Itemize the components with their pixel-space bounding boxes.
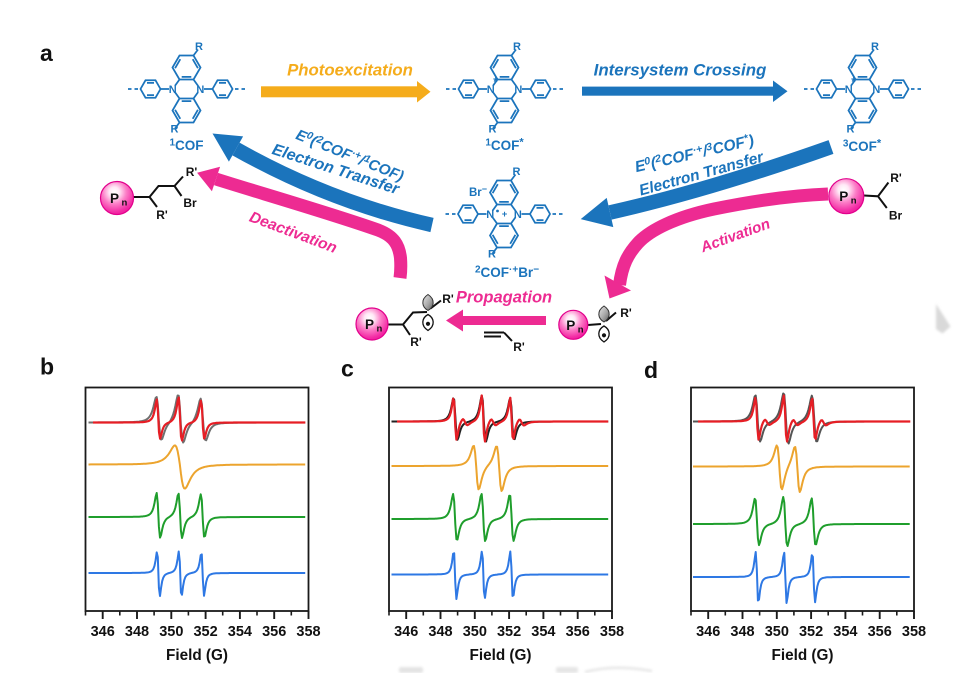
svg-text:R: R <box>488 249 496 261</box>
svg-text:348: 348 <box>125 624 149 640</box>
svg-text:*: * <box>493 75 498 89</box>
svg-text:352: 352 <box>799 624 823 640</box>
svg-text:346: 346 <box>394 624 418 640</box>
svg-text:R: R <box>489 124 497 136</box>
svg-text:Propagation: Propagation <box>456 289 552 307</box>
svg-text:352: 352 <box>497 624 521 640</box>
svg-text:354: 354 <box>228 624 252 640</box>
svg-text:n: n <box>377 324 383 335</box>
svg-text:R': R' <box>513 340 525 354</box>
svg-text:N: N <box>486 209 494 221</box>
svg-text:N: N <box>487 84 495 96</box>
svg-text:354: 354 <box>531 624 555 640</box>
svg-text:R': R' <box>156 208 168 222</box>
svg-text:N: N <box>196 84 204 96</box>
svg-text:P: P <box>839 189 848 204</box>
svg-text:356: 356 <box>566 624 590 640</box>
svg-text:c: c <box>341 356 354 382</box>
svg-text:350: 350 <box>765 624 789 640</box>
svg-text:d: d <box>644 357 658 383</box>
svg-text:n: n <box>578 324 584 335</box>
svg-text:Br: Br <box>889 209 903 223</box>
svg-text:346: 346 <box>91 624 115 640</box>
svg-text:R: R <box>195 41 203 53</box>
svg-text:354: 354 <box>833 624 857 640</box>
svg-text:R: R <box>171 124 179 136</box>
svg-text:R': R' <box>410 335 422 349</box>
svg-text:*: * <box>851 75 856 89</box>
svg-text:1​COF: 1​COF <box>169 138 203 154</box>
svg-text:R': R' <box>442 292 454 306</box>
svg-text:358: 358 <box>600 624 624 640</box>
svg-text:Field (G): Field (G) <box>469 647 531 664</box>
svg-text:+: + <box>502 209 508 220</box>
svg-text:1​COF*​: 1​COF*​ <box>485 137 524 154</box>
svg-text:R: R <box>871 41 879 53</box>
svg-text:R: R <box>513 41 521 53</box>
svg-text:356: 356 <box>262 624 286 640</box>
svg-text:R': R' <box>620 306 632 320</box>
svg-text:348: 348 <box>428 624 452 640</box>
svg-text:Intersystem Crossing: Intersystem Crossing <box>594 61 767 80</box>
svg-text:b: b <box>40 354 54 380</box>
svg-text:P: P <box>365 317 374 332</box>
svg-text:Br: Br <box>183 196 197 210</box>
svg-text:350: 350 <box>463 624 487 640</box>
svg-text:358: 358 <box>296 624 320 640</box>
svg-text:N: N <box>845 84 853 96</box>
svg-text:Photoexcitation: Photoexcitation <box>287 61 413 80</box>
svg-text:Field (G): Field (G) <box>166 647 228 664</box>
svg-text:2​COF·+​Br−​: 2​COF·+​Br−​ <box>475 265 539 281</box>
svg-text:3​COF*​: 3​COF*​ <box>843 138 882 155</box>
svg-text:R': R' <box>890 171 902 185</box>
svg-text:R: R <box>513 166 521 178</box>
svg-text:a: a <box>40 40 53 66</box>
svg-text:N: N <box>872 84 880 96</box>
svg-text:R: R <box>847 124 855 136</box>
svg-text:N: N <box>514 209 522 221</box>
svg-text:356: 356 <box>868 624 892 640</box>
svg-text:P: P <box>566 318 575 333</box>
svg-text:350: 350 <box>159 624 183 640</box>
svg-text:P: P <box>110 191 119 206</box>
svg-text:n: n <box>851 196 857 207</box>
svg-text:R': R' <box>186 165 198 179</box>
svg-text:352: 352 <box>193 624 217 640</box>
svg-text:N: N <box>514 84 522 96</box>
svg-text:348: 348 <box>730 624 754 640</box>
svg-text:358: 358 <box>902 624 926 640</box>
svg-text:346: 346 <box>696 624 720 640</box>
svg-text:Field (G): Field (G) <box>771 647 833 664</box>
svg-text:n: n <box>122 198 128 209</box>
svg-text:N: N <box>169 84 177 96</box>
